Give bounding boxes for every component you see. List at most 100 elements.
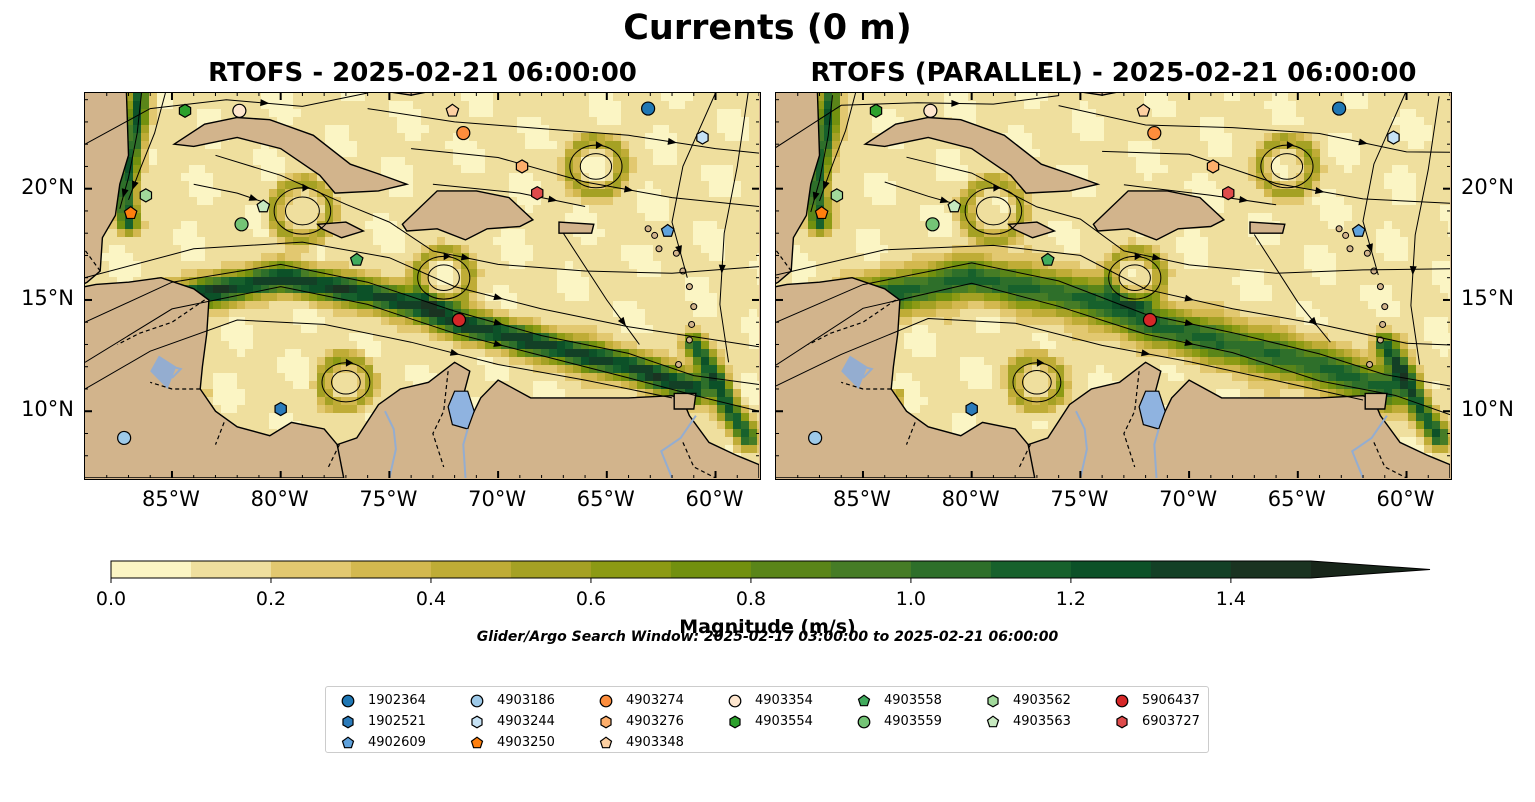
glider-marker-4903274 (456, 125, 471, 141)
legend-marker-circle-icon (857, 715, 871, 729)
legend-marker-circle-icon (728, 694, 742, 708)
glider-marker-4903554 (869, 103, 883, 118)
legend-item-4903250: 4903250 (469, 734, 594, 752)
legend-marker (599, 736, 613, 749)
legend-label: 6903727 (1142, 714, 1200, 729)
streamline (85, 286, 759, 412)
eddy-streamline (1022, 370, 1052, 395)
streamline-arrow (1366, 243, 1373, 253)
colorbar-bin (190, 561, 272, 578)
glider-marker-4903250 (123, 205, 138, 220)
border-5 (1373, 442, 1407, 478)
search-window-text: Glider/Argo Search Window: 2025-02-17 03… (476, 629, 1059, 645)
eddy-arrow (1134, 252, 1142, 261)
legend-marker-hexagon-icon (342, 715, 354, 729)
streamline (432, 183, 586, 207)
island-5 (1376, 336, 1384, 344)
streamline-arrow (951, 99, 961, 107)
legend-marker (728, 694, 742, 708)
streamline (367, 108, 759, 154)
legend-marker (987, 694, 999, 708)
glider-marker-4903186 (117, 430, 132, 446)
land-trinidad (1364, 392, 1388, 410)
streamline (193, 183, 270, 205)
legend-marker (857, 694, 871, 707)
streamline-arrow (493, 318, 503, 326)
streamline-arrow (822, 180, 830, 191)
legend-label: 5906437 (1142, 693, 1200, 708)
legend-item-4903354: 4903354 (727, 692, 852, 710)
legend-marker (1115, 694, 1129, 708)
glider-marker-4903186 (808, 430, 823, 446)
lon-tick-label: 60°W (1376, 487, 1435, 511)
border-5 (682, 442, 716, 478)
legend-marker-pentagon-icon (986, 715, 1000, 728)
streamline (776, 95, 1059, 148)
glider-marker-4903354 (232, 103, 247, 118)
colorbar-bin (590, 561, 672, 578)
colorbar-bin (270, 561, 352, 578)
river-3 (462, 428, 469, 478)
colorbar-bin (1230, 561, 1312, 578)
legend-item-4902609: 4902609 (340, 734, 465, 752)
river-1 (1350, 415, 1388, 478)
legend-item-6903727: 6903727 (1114, 713, 1239, 731)
colorbar-bin (750, 561, 832, 578)
legend-marker-hexagon-icon (471, 715, 483, 729)
glider-marker-4903244 (696, 130, 709, 145)
border-1 (841, 381, 892, 390)
glider-marker-4903276 (515, 159, 529, 174)
island-1 (1370, 267, 1378, 275)
legend-item-4903558: 4903558 (856, 692, 981, 710)
streamline (776, 244, 1450, 346)
streamlines (776, 93, 1450, 416)
legend-label: 4903559 (884, 714, 942, 729)
lon-tick-label: 80°W (250, 487, 309, 511)
legend-marker (341, 694, 355, 708)
streamline (1410, 96, 1440, 365)
left-panel-title: RTOFS - 2025-02-21 06:00:00 (208, 58, 637, 88)
streamline (776, 282, 1450, 416)
glider-marker-1902364 (641, 101, 656, 116)
eddy-streamline (1270, 153, 1304, 180)
right-panel-title: RTOFS (PARALLEL) - 2025-02-21 06:00:00 (810, 58, 1417, 88)
land-pr (1249, 221, 1286, 234)
land-bahamas (1083, 93, 1117, 96)
legend-label: 4903558 (884, 693, 942, 708)
rtofs-parallel-current-map (776, 93, 1450, 478)
legend-marker (341, 736, 355, 749)
glider-argo-legend: 1902364 1902521 4902609 4903186 4903244 49032… (325, 686, 1209, 753)
lat-tick-label: 20°N (1461, 174, 1514, 199)
glider-marker-6903727 (531, 185, 544, 201)
lat-tick-label: 10°N (21, 397, 74, 422)
legend-item-4903244: 4903244 (469, 713, 594, 731)
land-trinidad (673, 392, 697, 410)
eddy-arrow (1036, 358, 1044, 367)
streamline-arrow (493, 293, 503, 301)
legend-label: 4903554 (755, 714, 813, 729)
streamline-arrow (1184, 319, 1194, 327)
colorbar-title: Magnitude (m/s) (679, 616, 856, 638)
glider-marker-4903562 (139, 188, 153, 203)
rtofs-map-panel (84, 92, 761, 480)
lon-tick-label: 75°W (359, 487, 418, 511)
lon-tick-label: 70°W (468, 487, 527, 511)
eddy-streamline (579, 153, 613, 180)
legend-marker-circle-icon (599, 694, 613, 708)
glider-marker-4903559 (925, 217, 940, 232)
lon-tick-label: 75°W (1050, 487, 1109, 511)
colorbar-bin (510, 561, 592, 578)
legend-label: 1902521 (368, 714, 426, 729)
legend-item-1902364: 1902364 (340, 692, 465, 710)
streamline (1058, 105, 1450, 153)
streamline (411, 148, 759, 207)
border-2 (214, 422, 225, 445)
legend-marker-pentagon-icon (599, 736, 613, 749)
streamline (776, 317, 1364, 401)
legend-marker-pentagon-icon (857, 694, 871, 707)
rtofs-parallel-map-panel (775, 92, 1452, 480)
glider-marker-4903348 (1136, 103, 1151, 117)
streamline-arrow (1358, 138, 1368, 146)
streamline-arrow (1184, 294, 1194, 302)
legend-item-4903186: 4903186 (469, 692, 594, 710)
